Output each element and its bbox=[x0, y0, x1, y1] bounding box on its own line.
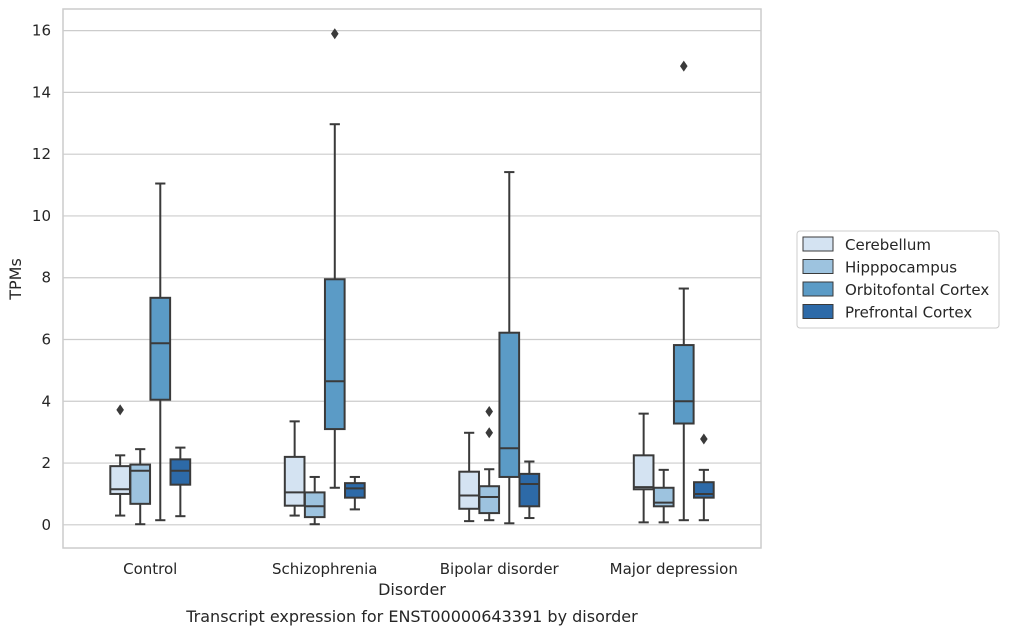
y-tick-label-4: 4 bbox=[41, 392, 51, 410]
box-cerebellum-3 bbox=[458, 431, 480, 523]
iqr-box bbox=[518, 472, 541, 508]
box-hipppocampus-1 bbox=[129, 448, 152, 526]
box-hipppocampus-2 bbox=[303, 475, 326, 526]
iqr-box bbox=[672, 344, 695, 425]
iqr-box bbox=[344, 482, 366, 499]
iqr-box bbox=[498, 331, 521, 478]
box-prefrontal-cortex-3 bbox=[518, 460, 541, 520]
x-tick-label-4: Major depression bbox=[610, 560, 738, 578]
iqr-box bbox=[149, 296, 172, 401]
box-prefrontal-cortex-1 bbox=[169, 446, 192, 518]
x-axis-title: Disorder bbox=[378, 580, 446, 599]
iqr-box bbox=[632, 454, 655, 491]
y-tick-label-16: 16 bbox=[32, 22, 51, 40]
y-tick-label-8: 8 bbox=[41, 269, 51, 287]
box-cerebellum-1 bbox=[109, 404, 131, 517]
legend-swatch-cerebellum bbox=[802, 236, 834, 252]
plot-area-frame bbox=[62, 8, 762, 549]
iqr-box bbox=[323, 278, 346, 431]
iqr-box bbox=[129, 463, 152, 505]
box-prefrontal-cortex-4 bbox=[693, 433, 715, 522]
box-hipppocampus-3 bbox=[478, 405, 501, 522]
box-layer bbox=[109, 28, 715, 526]
x-tick-label-3: Bipolar disorder bbox=[440, 560, 560, 578]
iqr-box bbox=[169, 458, 192, 486]
box-orbitofontal-cortex-2 bbox=[323, 28, 346, 489]
legend-label-hipppocampus: Hipppocampus bbox=[845, 259, 957, 277]
iqr-box bbox=[458, 470, 480, 510]
legend-label-prefrontal-cortex: Prefrontal Cortex bbox=[845, 304, 972, 322]
outlier-point-1 bbox=[330, 28, 339, 40]
box-orbitofontal-cortex-4 bbox=[672, 60, 695, 522]
iqr-box bbox=[693, 481, 715, 499]
legend-frame bbox=[796, 230, 1000, 329]
box-prefrontal-cortex-2 bbox=[344, 475, 366, 511]
x-tick-label-1: Control bbox=[123, 560, 177, 578]
outlier-point-1 bbox=[700, 433, 708, 445]
y-tick-label-6: 6 bbox=[41, 331, 51, 349]
outlier-point-1 bbox=[679, 60, 688, 72]
iqr-box bbox=[303, 491, 326, 519]
y-tick-label-10: 10 bbox=[32, 207, 51, 225]
legend-label-cerebellum: Cerebellum bbox=[845, 236, 931, 254]
legend: Cerebellum Hipppocampus Orbitofontal Corte… bbox=[796, 230, 1000, 329]
y-tick-label-12: 12 bbox=[32, 145, 51, 163]
outlier-point-1 bbox=[116, 404, 124, 416]
x-tick-labels: Control Schizophrenia Bipolar disorder Majo… bbox=[123, 560, 738, 578]
box-cerebellum-2 bbox=[283, 420, 306, 517]
y-tick-label-0: 0 bbox=[41, 516, 51, 534]
y-tick-label-14: 14 bbox=[32, 83, 51, 101]
x-tick-label-2: Schizophrenia bbox=[272, 560, 377, 578]
box-orbitofontal-cortex-3 bbox=[498, 171, 521, 525]
y-tick-label-2: 2 bbox=[41, 454, 51, 472]
legend-swatch-prefrontal-cortex bbox=[802, 304, 834, 319]
legend-swatch-orbitofontal-cortex bbox=[802, 281, 834, 297]
chart-caption: Transcript expression for ENST0000064339… bbox=[185, 607, 638, 626]
grid-lines bbox=[63, 30, 761, 526]
iqr-box bbox=[478, 485, 501, 515]
box-hipppocampus-4 bbox=[652, 468, 675, 524]
box-cerebellum-4 bbox=[632, 412, 655, 524]
y-axis-title: TPMs bbox=[6, 258, 25, 301]
legend-swatch-hipppocampus bbox=[802, 259, 834, 274]
legend-label-orbitofontal-cortex: Orbitofontal Cortex bbox=[845, 281, 989, 299]
outlier-point-2 bbox=[485, 405, 494, 417]
box-orbitofontal-cortex-1 bbox=[149, 182, 172, 522]
y-tick-labels: 0 2 4 6 8 10 12 14 16 bbox=[32, 22, 51, 534]
iqr-box bbox=[283, 455, 306, 507]
outlier-point-1 bbox=[485, 427, 494, 439]
